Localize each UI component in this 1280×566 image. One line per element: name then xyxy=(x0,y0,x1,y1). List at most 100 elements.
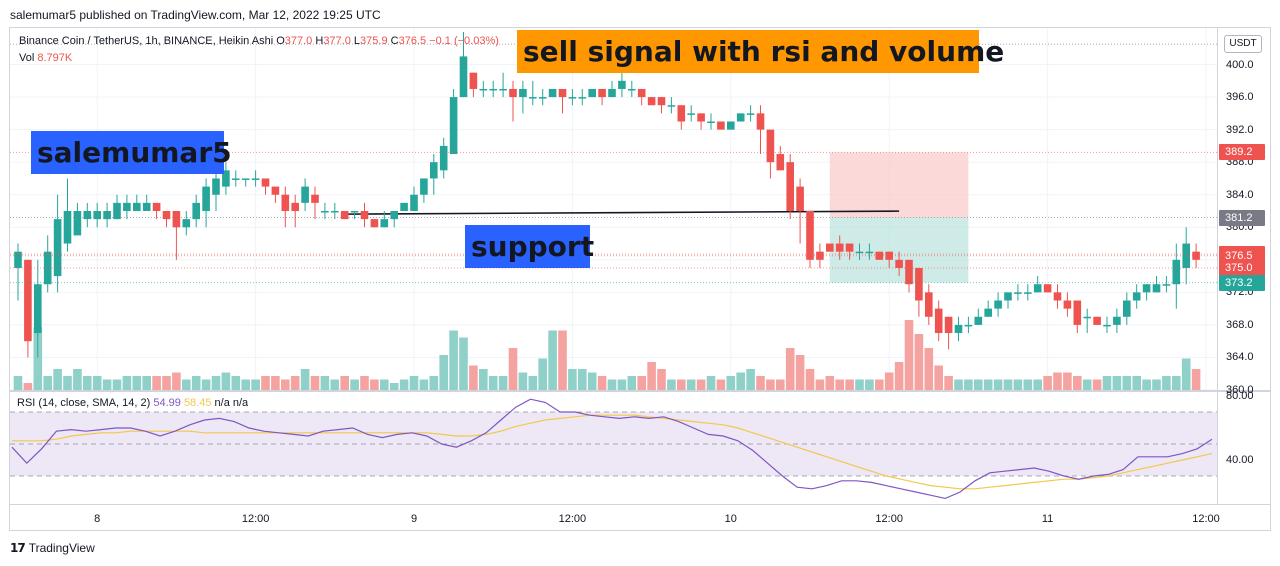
volume-bar xyxy=(73,369,82,390)
candle-body xyxy=(538,97,547,99)
candle-body xyxy=(291,202,299,211)
candle-body xyxy=(1152,284,1161,293)
candle-body xyxy=(1192,251,1200,260)
volume-bar xyxy=(380,379,389,390)
currency-button[interactable]: USDT xyxy=(1224,35,1262,53)
volume-bar xyxy=(479,369,488,390)
pane-separator[interactable] xyxy=(10,390,1270,392)
volume-value: 8.797K xyxy=(37,52,73,64)
volume-bar xyxy=(360,376,369,390)
volume-bar xyxy=(568,369,577,390)
price-tag: 389.2 xyxy=(1219,144,1265,161)
price-chart[interactable] xyxy=(10,28,1217,390)
candle-body xyxy=(202,186,210,211)
volume-label[interactable]: Vol xyxy=(19,52,35,64)
volume-bar xyxy=(696,379,706,390)
candle-body xyxy=(14,251,22,268)
rsi-label[interactable]: RSI (14, close, SMA, 14, 2) xyxy=(17,397,151,409)
volume-bar xyxy=(736,372,745,390)
change-value: −0.1 (−0.03%) xyxy=(429,35,499,47)
time-tick-label: 12:00 xyxy=(1192,513,1220,525)
candle-body xyxy=(529,97,537,99)
candle-body xyxy=(746,113,755,115)
volume-bar xyxy=(835,379,844,390)
volume-bar xyxy=(934,365,943,390)
volume-bar xyxy=(498,376,508,390)
candle-body xyxy=(53,219,62,277)
volume-bar xyxy=(399,379,409,390)
candle-body xyxy=(311,194,319,203)
rsi-pane[interactable] xyxy=(10,392,1217,504)
candle-body xyxy=(766,129,775,163)
candle-body xyxy=(578,97,587,99)
candle-body xyxy=(974,316,983,325)
volume-bar xyxy=(261,376,270,390)
candle-body xyxy=(826,243,834,252)
candle-body xyxy=(1053,292,1062,301)
candle-body xyxy=(73,211,82,236)
candle-body xyxy=(796,186,804,211)
candle-body xyxy=(1024,292,1032,294)
candle-body xyxy=(736,113,745,122)
tradingview-logo-icon[interactable]: 17 xyxy=(10,541,26,555)
volume-bar xyxy=(1092,379,1102,390)
candle-body xyxy=(34,284,42,334)
volume-bar xyxy=(142,376,151,390)
candle-body xyxy=(281,194,290,211)
candle-body xyxy=(261,178,270,187)
volume-legend: Vol 8.797K xyxy=(19,52,72,64)
volume-bar xyxy=(815,379,825,390)
rsi-legend: RSI (14, close, SMA, 14, 2) 54.99 58.45 … xyxy=(17,397,248,409)
footer-brand[interactable]: TradingView xyxy=(28,541,95,555)
author-annotation[interactable]: salemumar5 xyxy=(31,131,232,174)
candle-body xyxy=(212,178,220,195)
candle-body xyxy=(618,80,626,89)
price-pane[interactable] xyxy=(10,28,1217,390)
candle-body xyxy=(1004,292,1012,301)
volume-bar xyxy=(805,369,815,390)
candle-body xyxy=(24,259,32,342)
position-stop-zone xyxy=(829,152,969,218)
volume-bar xyxy=(172,372,181,390)
volume-bar xyxy=(439,355,448,390)
volume-bar xyxy=(538,358,547,390)
volume-bar xyxy=(449,330,458,390)
volume-bar xyxy=(271,376,280,390)
candle-body xyxy=(63,211,72,244)
volume-bar xyxy=(766,379,775,390)
volume-bar xyxy=(1013,379,1023,390)
sell-signal-annotation[interactable]: sell signal with rsi and volume xyxy=(517,30,1004,73)
volume-bar xyxy=(1122,376,1132,390)
candle-body xyxy=(608,88,616,98)
volume-bar xyxy=(251,379,260,390)
rsi-sma-line xyxy=(12,414,1213,490)
price-grid xyxy=(10,28,1217,390)
candle-body xyxy=(241,178,250,180)
volume-bar xyxy=(637,376,646,390)
volume-bar xyxy=(508,348,518,390)
volume-bar xyxy=(587,372,597,390)
volume-bar xyxy=(1162,376,1171,390)
symbol-name[interactable]: Binance Coin / TetherUS, 1h, BINANCE, He… xyxy=(19,35,274,47)
volume-bar xyxy=(1063,372,1072,390)
price-axis[interactable]: 400.0396.0392.0388.0384.0380.0376.0372.0… xyxy=(1217,28,1270,504)
volume-bar xyxy=(1073,376,1082,390)
volume-bar xyxy=(686,379,696,390)
candle-body xyxy=(1093,316,1101,325)
candle-body xyxy=(994,300,1002,309)
candle-body xyxy=(697,113,705,122)
volume-bar xyxy=(1102,376,1112,390)
volume-bar xyxy=(1172,376,1181,390)
time-axis[interactable]: 8 12:00 9 12:00 10 12:00 11 12:00 xyxy=(10,504,1270,532)
volume-bar xyxy=(330,379,340,390)
candle-body xyxy=(637,88,646,98)
volume-bar xyxy=(884,372,894,390)
candle-body xyxy=(83,211,92,220)
candle-body xyxy=(717,121,725,130)
volume-bar xyxy=(855,379,864,390)
candle-body xyxy=(390,211,398,220)
candle-body xyxy=(816,251,824,260)
rsi-chart[interactable] xyxy=(10,392,1217,504)
support-annotation[interactable]: support xyxy=(465,225,594,268)
volume-bar xyxy=(53,369,62,390)
